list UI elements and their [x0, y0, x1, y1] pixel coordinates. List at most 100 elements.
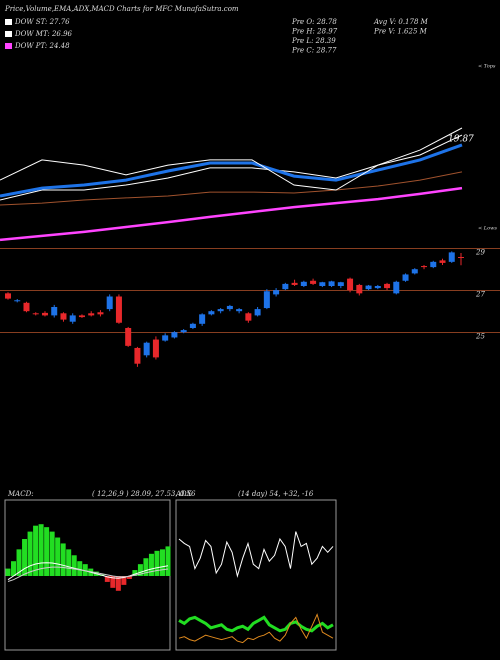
histogram-bar — [165, 546, 171, 576]
candle-body — [5, 293, 11, 299]
series-line — [178, 613, 334, 644]
adx-frame — [175, 499, 337, 651]
histogram-bar — [143, 558, 149, 576]
candle-body — [189, 323, 196, 328]
candle-body — [88, 313, 95, 316]
candle-body — [152, 339, 159, 358]
page-title: Price,Volume,EMA,ADX,MACD Charts for MFC… — [4, 5, 239, 13]
candle-body — [439, 260, 446, 263]
histogram-bar — [49, 531, 55, 576]
histogram-bar — [22, 539, 28, 576]
legend-swatch — [5, 43, 12, 49]
histogram-bar — [104, 576, 110, 582]
y-tick-label: 25 — [475, 332, 485, 340]
histogram-bar — [60, 543, 66, 576]
histogram-bar — [44, 527, 50, 576]
histogram-bar — [71, 555, 77, 576]
series-line — [0, 186, 463, 242]
candle-body — [282, 283, 289, 290]
candle-body — [273, 290, 280, 295]
candle-body — [291, 282, 298, 285]
candle-body — [125, 328, 132, 346]
series-line — [178, 531, 334, 578]
histogram-bar — [154, 550, 160, 576]
candle-body — [356, 284, 363, 294]
legend-label: DOW PT: 24.48 — [14, 42, 70, 50]
candle-body — [32, 313, 39, 315]
candle-body — [51, 307, 58, 316]
legend-swatch — [5, 31, 12, 37]
histogram-bar — [137, 564, 143, 576]
stat: Pre L: 28.39 — [291, 37, 336, 45]
candle-body — [393, 281, 400, 294]
candle-body — [180, 330, 187, 333]
histogram-bar — [16, 549, 22, 576]
histogram-bar — [27, 531, 33, 576]
stat: Pre C: 28.77 — [291, 47, 337, 55]
candle-body — [319, 282, 326, 286]
histogram-bar — [132, 570, 138, 576]
histogram-bar — [55, 537, 61, 576]
candle-body — [374, 286, 381, 289]
candle-body — [115, 296, 122, 323]
candle-body — [199, 314, 206, 324]
candle-body — [365, 285, 372, 290]
candle-body — [41, 312, 48, 316]
candle-body — [347, 278, 354, 291]
candle-body — [217, 309, 224, 312]
candle-body — [384, 283, 391, 289]
series-line — [178, 615, 334, 633]
annotation: 19.87 — [448, 135, 474, 145]
adx-label: ADX — [175, 490, 193, 498]
macd-label: MACD: — [7, 490, 34, 498]
stat: Pre H: 28.97 — [291, 28, 338, 36]
histogram-bar — [121, 576, 127, 585]
macd-params: ( 12,26,9 ) 28.09, 27.53, 0.56 — [92, 490, 196, 498]
candle-body — [448, 252, 455, 262]
candle-body — [60, 313, 67, 320]
legend-swatch — [5, 19, 12, 25]
stat: Avg V: 0.178 M — [373, 18, 429, 26]
candle-body — [458, 257, 464, 259]
candle-body — [300, 281, 307, 286]
series-line — [0, 127, 463, 191]
candle-body — [402, 274, 409, 281]
candle-body — [23, 302, 30, 312]
candle-body — [421, 266, 428, 268]
candle-body — [162, 335, 169, 341]
candle-body — [69, 315, 76, 322]
histogram-bar — [33, 525, 39, 576]
candle-body — [411, 269, 418, 274]
legend-label: DOW MT: 26.96 — [14, 30, 73, 38]
candle-body — [328, 281, 335, 286]
candle-body — [263, 291, 270, 309]
y-tick-label: 29 — [475, 248, 485, 256]
histogram-bar — [126, 576, 132, 579]
legend-label: DOW ST: 27.76 — [14, 18, 70, 26]
histogram-bar — [38, 524, 44, 576]
candle-body — [143, 342, 150, 356]
candle-body — [236, 309, 243, 312]
candle-body — [171, 332, 178, 338]
candle-body — [254, 309, 261, 316]
stat: Pre V: 1.625 M — [373, 28, 428, 36]
histogram-bar — [5, 568, 11, 576]
candle-body — [208, 311, 215, 315]
series-line — [0, 134, 463, 201]
macd-line — [7, 566, 169, 582]
histogram-bar — [115, 576, 121, 591]
series-line — [0, 143, 463, 198]
adx-params: (14 day) 54, +32, -16 — [238, 490, 314, 498]
annotation: < Tops — [478, 64, 496, 70]
histogram-bar — [148, 553, 154, 576]
histogram-bar — [11, 561, 17, 576]
candle-body — [78, 315, 85, 318]
candle-body — [310, 280, 317, 284]
histogram-bar — [110, 576, 116, 588]
candle-body — [14, 300, 21, 302]
candle-body — [106, 296, 113, 310]
candle-body — [134, 347, 141, 364]
histogram-bar — [82, 564, 88, 576]
histogram-bar — [159, 549, 165, 576]
